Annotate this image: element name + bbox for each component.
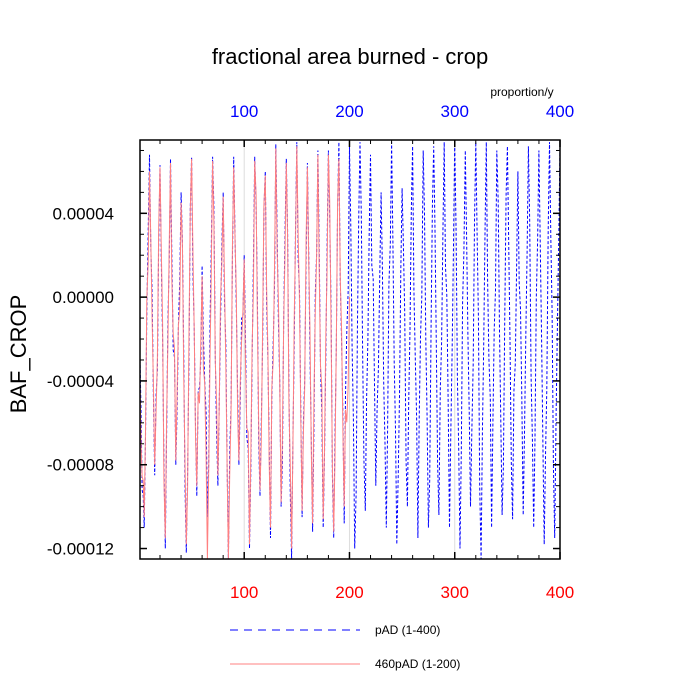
units-label: proportion/y — [490, 85, 553, 99]
x-tick-label-top: 400 — [546, 102, 574, 121]
y-tick-label: -0.00004 — [47, 372, 114, 391]
x-tick-label-top: 200 — [335, 102, 363, 121]
y-tick-label: -0.00008 — [47, 456, 114, 475]
x-tick-label-bottom: 400 — [546, 583, 574, 602]
x-tick-label-bottom: 300 — [441, 583, 469, 602]
y-tick-label: 0.00000 — [53, 288, 114, 307]
y-tick-label: 0.00004 — [53, 204, 114, 223]
x-tick-label-bottom: 100 — [230, 583, 258, 602]
legend-label-pad: pAD (1-400) — [375, 623, 440, 637]
x-tick-label-bottom: 200 — [335, 583, 363, 602]
series-line-460pad — [139, 146, 350, 560]
legend-label-460pad: 460pAD (1-200) — [375, 657, 460, 671]
legend: pAD (1-400) 460pAD (1-200) — [230, 623, 460, 671]
y-tick-label: -0.00012 — [47, 540, 114, 559]
series-layer — [139, 142, 561, 560]
x-tick-label-top: 300 — [441, 102, 469, 121]
chart-title: fractional area burned - crop — [212, 44, 488, 69]
y-axis-label: BAF_CROP — [6, 295, 31, 414]
axis-layer: 0.00004 0.00000 -0.00004 -0.00008 -0.00012 10… — [47, 102, 574, 602]
x-tick-label-top: 100 — [230, 102, 258, 121]
